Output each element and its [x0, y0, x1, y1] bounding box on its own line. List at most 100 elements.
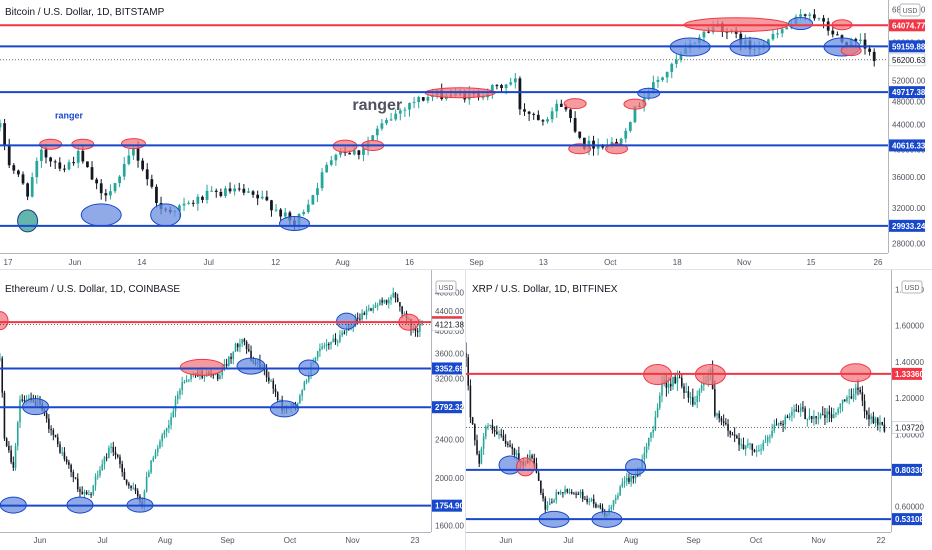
candle-body: [490, 85, 494, 94]
highlight-ellipse: [120, 138, 146, 150]
x-tick-label: 12: [271, 258, 280, 267]
candle-body: [824, 414, 826, 418]
candle-body: [279, 209, 283, 217]
y-tick-label: 0.60000: [895, 503, 924, 512]
candle-body: [628, 122, 632, 131]
candle-body: [760, 449, 762, 451]
xrp-chart[interactable]: 1.800001.600001.400001.200001.000000.800…: [466, 270, 932, 550]
candle-body: [179, 390, 181, 395]
candle-body: [722, 421, 725, 423]
candle-body: [159, 441, 161, 448]
y-tick-label: 2400.00: [435, 435, 464, 444]
candle-body: [150, 460, 152, 473]
currency-box[interactable]: [899, 3, 921, 17]
candle-body: [678, 377, 681, 379]
currency-box[interactable]: [435, 280, 457, 294]
candle-body: [738, 438, 740, 445]
candle-body: [174, 399, 177, 412]
candle-body: [343, 332, 346, 334]
candle-body: [26, 183, 29, 197]
currency-label: USD: [905, 285, 920, 292]
candle-body: [219, 191, 223, 196]
candle-body: [230, 356, 232, 360]
candle-body: [714, 389, 716, 416]
candle-body: [96, 475, 99, 477]
candle-body: [381, 300, 383, 303]
candle-body: [76, 150, 80, 163]
candle-body: [676, 377, 679, 384]
candle-body: [808, 14, 812, 16]
candle-body: [232, 351, 235, 360]
annotation-text[interactable]: ranger: [55, 110, 84, 120]
candle-body: [210, 190, 214, 192]
candle-body: [72, 162, 75, 164]
candle-body: [570, 492, 573, 494]
candle-body: [67, 162, 71, 170]
y-tick-label: 36000.00: [892, 173, 926, 182]
candle-body: [103, 457, 106, 465]
candle-body: [85, 491, 88, 495]
candle-body: [301, 390, 303, 396]
candle-body: [863, 400, 866, 412]
candle-body: [16, 422, 19, 446]
candle-body: [751, 443, 754, 450]
btc-title: Bitcoin / U.S. Dollar, 1D, BITSTAMP: [5, 7, 165, 18]
highlight-ellipse: [278, 215, 310, 231]
x-tick-label: 26: [874, 258, 883, 267]
candle-body: [507, 443, 509, 445]
candle-body: [403, 109, 407, 111]
candle-body: [527, 111, 531, 114]
candle-body: [109, 191, 112, 196]
candle-body: [99, 183, 103, 194]
candle-body: [696, 395, 699, 403]
candle-body: [874, 418, 877, 424]
candle-body: [511, 446, 514, 449]
candle-body: [469, 385, 472, 418]
candle-body: [828, 411, 831, 415]
candle-body: [3, 392, 6, 439]
candle-body: [643, 452, 646, 460]
candle-body: [54, 434, 57, 438]
level-badge-text: 40616.33: [892, 141, 926, 150]
currency-box[interactable]: [901, 280, 923, 294]
x-tick-label: 13: [539, 258, 548, 267]
candle-body: [14, 445, 17, 468]
candle-body: [537, 472, 540, 481]
candle-body: [883, 424, 886, 432]
candle-body: [345, 328, 348, 333]
candle-body: [597, 505, 599, 508]
candle-body: [553, 500, 555, 503]
x-tick-label: 14: [137, 258, 146, 267]
x-tick-label: Aug: [335, 258, 349, 267]
candle-body: [387, 299, 390, 304]
annotation-text[interactable]: ranger: [352, 97, 402, 114]
candle-body: [578, 131, 582, 138]
x-tick-label: 22: [877, 536, 886, 545]
candle-body: [134, 487, 137, 491]
candle-body: [372, 307, 375, 311]
level-badge: [892, 367, 922, 380]
candle-body: [70, 464, 72, 473]
x-axis-ticks: Jun Jul Aug Sep Oct Nov 23: [34, 536, 420, 545]
level-badge-text: 3352.69: [435, 364, 464, 373]
candle-body: [727, 424, 729, 431]
candle-body: [130, 485, 132, 488]
candle-body: [478, 454, 481, 464]
candle-body: [145, 476, 148, 492]
level-badge: [892, 513, 922, 526]
candle-body: [584, 498, 586, 500]
candle-body: [319, 348, 321, 352]
last-price-badge: [891, 421, 923, 434]
candle-body: [170, 417, 172, 426]
candle-body: [150, 179, 154, 187]
y-tick-label: 48000.00: [892, 97, 926, 106]
candle-body: [336, 341, 339, 343]
level-badge-text: 2792.32: [435, 403, 464, 412]
candle-body: [40, 149, 43, 161]
candle-body: [687, 391, 690, 398]
candle-body: [303, 382, 306, 391]
candle-body: [485, 426, 487, 437]
candle-body: [619, 486, 621, 496]
eth-chart[interactable]: 4800.004400.004000.003600.003200.002800.…: [0, 270, 466, 550]
